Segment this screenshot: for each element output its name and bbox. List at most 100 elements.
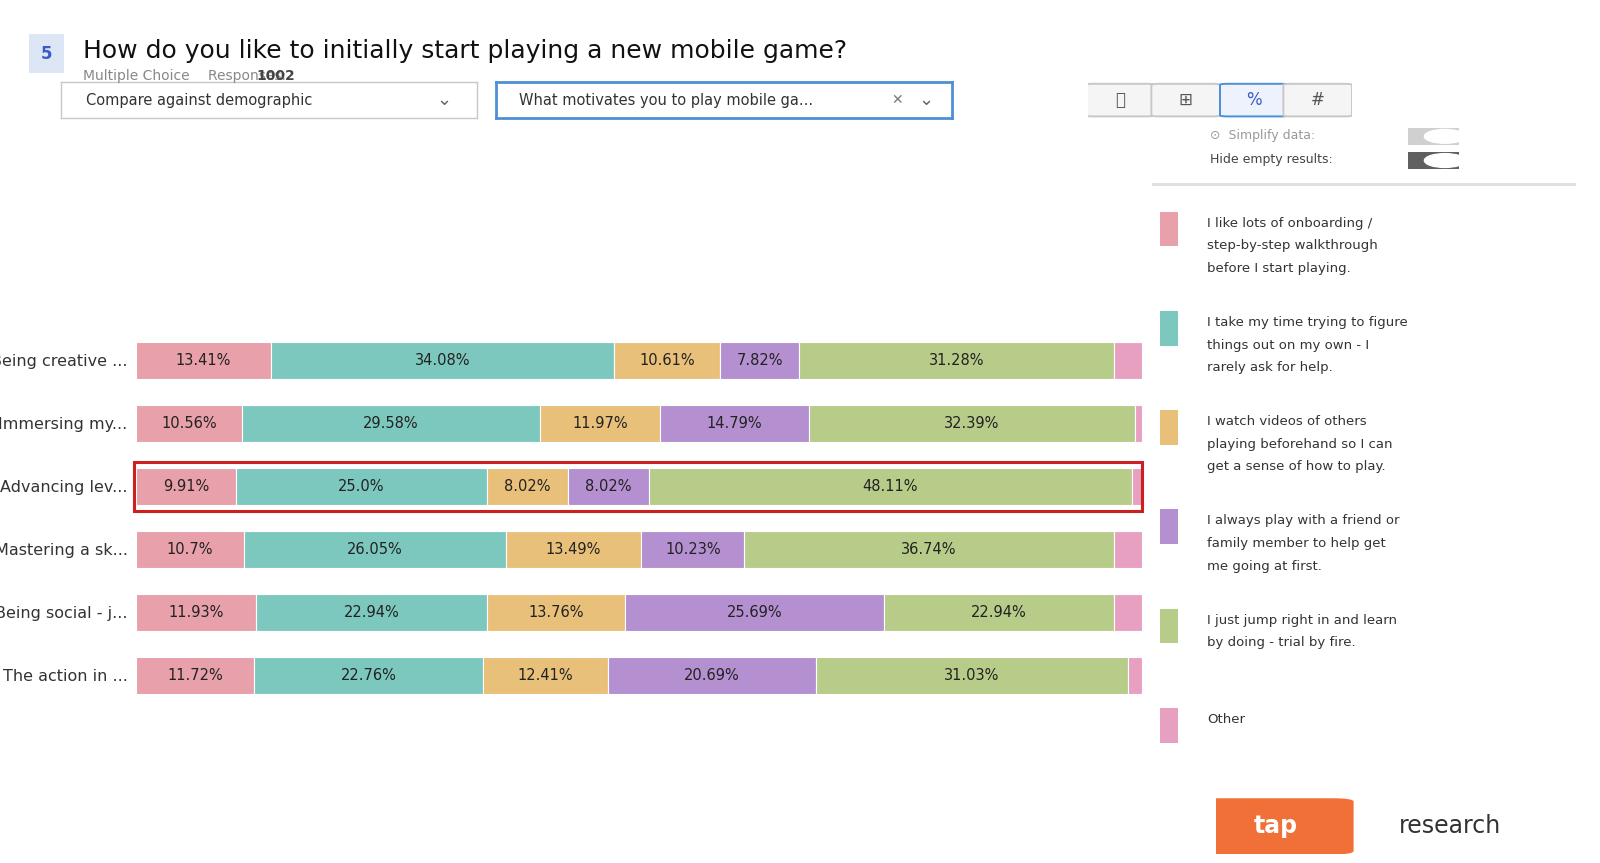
Text: 25.69%: 25.69% (726, 605, 782, 620)
Bar (614, 342, 720, 379)
Text: by doing - trial by fire.: by doing - trial by fire. (1206, 636, 1355, 649)
Text: I just jump right in and learn: I just jump right in and learn (1206, 614, 1397, 627)
Bar (744, 531, 1114, 568)
FancyBboxPatch shape (1160, 410, 1178, 445)
Bar (1114, 531, 1142, 568)
FancyBboxPatch shape (1152, 84, 1221, 117)
Bar (1114, 594, 1142, 631)
Text: research: research (1398, 815, 1501, 838)
Text: 10.56%: 10.56% (162, 416, 218, 431)
Bar (136, 531, 243, 568)
FancyBboxPatch shape (1160, 311, 1178, 346)
Text: 10.23%: 10.23% (666, 542, 720, 557)
Bar (1134, 405, 1142, 442)
Text: 9.91%: 9.91% (163, 479, 210, 494)
Text: I watch videos of others: I watch videos of others (1206, 415, 1366, 428)
Text: 14.79%: 14.79% (707, 416, 762, 431)
Text: Multiple Choice: Multiple Choice (83, 69, 190, 83)
Text: 13.49%: 13.49% (546, 542, 602, 557)
Text: 1002: 1002 (256, 69, 294, 83)
Text: 25.0%: 25.0% (338, 479, 384, 494)
Text: 22.94%: 22.94% (971, 605, 1027, 620)
Text: me going at first.: me going at first. (1206, 559, 1322, 573)
Bar (1114, 342, 1142, 379)
Text: 11.97%: 11.97% (573, 416, 627, 431)
Text: things out on my own - I: things out on my own - I (1206, 338, 1370, 351)
Bar (626, 594, 883, 631)
Bar (242, 405, 539, 442)
Text: %: % (1246, 91, 1262, 109)
Text: 26.05%: 26.05% (347, 542, 403, 557)
FancyBboxPatch shape (1160, 211, 1178, 247)
Text: family member to help get: family member to help get (1206, 537, 1386, 550)
Text: 22.94%: 22.94% (344, 605, 400, 620)
Text: 5: 5 (40, 45, 53, 62)
Text: before I start playing.: before I start playing. (1206, 261, 1350, 275)
Text: Other: Other (1206, 713, 1245, 726)
Text: playing beforehand so I can: playing beforehand so I can (1206, 438, 1392, 450)
Circle shape (1424, 154, 1466, 167)
Bar (136, 468, 235, 505)
Text: ⌄: ⌄ (437, 91, 451, 109)
Bar (1128, 657, 1142, 694)
Bar (483, 657, 608, 694)
Bar (506, 531, 642, 568)
Text: 48.11%: 48.11% (862, 479, 918, 494)
Bar (486, 594, 626, 631)
Bar (1133, 468, 1142, 505)
Text: I take my time trying to figure: I take my time trying to figure (1206, 316, 1408, 329)
Bar (661, 405, 810, 442)
Text: 8.02%: 8.02% (586, 479, 632, 494)
Text: 36.74%: 36.74% (901, 542, 957, 557)
Text: I like lots of onboarding /: I like lots of onboarding / (1206, 217, 1373, 230)
Bar (642, 531, 744, 568)
Text: 8.02%: 8.02% (504, 479, 550, 494)
Text: ✕: ✕ (891, 93, 902, 107)
Bar (568, 468, 648, 505)
Text: 22.76%: 22.76% (341, 668, 397, 683)
Text: How do you like to initially start playing a new mobile game?: How do you like to initially start playi… (83, 39, 848, 63)
FancyBboxPatch shape (1085, 84, 1154, 117)
Bar (136, 657, 254, 694)
Text: ⬛: ⬛ (1115, 91, 1125, 109)
Text: 34.08%: 34.08% (414, 353, 470, 368)
Text: ⌄: ⌄ (918, 91, 934, 109)
Text: 13.76%: 13.76% (528, 605, 584, 620)
Bar (816, 657, 1128, 694)
Text: 29.58%: 29.58% (363, 416, 419, 431)
Bar (235, 468, 486, 505)
Text: 11.72%: 11.72% (166, 668, 222, 683)
Text: 7.82%: 7.82% (736, 353, 782, 368)
Text: tap: tap (1254, 815, 1298, 838)
Circle shape (1424, 129, 1466, 143)
Text: I always play with a friend or: I always play with a friend or (1206, 514, 1400, 527)
Bar (720, 342, 798, 379)
Bar (136, 594, 256, 631)
Text: ⊙  Simplify data:: ⊙ Simplify data: (1210, 129, 1315, 142)
Text: Responses:: Responses: (208, 69, 291, 83)
Text: Compare against demographic: Compare against demographic (86, 92, 312, 108)
Text: Hide empty results:: Hide empty results: (1210, 153, 1333, 167)
Text: What motivates you to play mobile ga...: What motivates you to play mobile ga... (518, 92, 813, 108)
Text: 13.41%: 13.41% (176, 353, 230, 368)
Text: 12.41%: 12.41% (517, 668, 573, 683)
Text: ⊞: ⊞ (1179, 91, 1192, 109)
Bar (136, 342, 270, 379)
Bar (254, 657, 483, 694)
Bar (608, 657, 816, 694)
FancyBboxPatch shape (1283, 84, 1352, 117)
Bar (243, 531, 506, 568)
Bar (883, 594, 1114, 631)
Text: 10.61%: 10.61% (640, 353, 694, 368)
Text: rarely ask for help.: rarely ask for help. (1206, 361, 1333, 375)
Text: #: # (1310, 91, 1325, 109)
Bar (798, 342, 1114, 379)
Text: 31.28%: 31.28% (928, 353, 984, 368)
Bar (539, 405, 661, 442)
Bar (136, 405, 242, 442)
Text: 10.7%: 10.7% (166, 542, 213, 557)
Text: step-by-step walkthrough: step-by-step walkthrough (1206, 239, 1378, 252)
FancyBboxPatch shape (1160, 608, 1178, 644)
Bar (648, 468, 1133, 505)
Bar (810, 405, 1134, 442)
